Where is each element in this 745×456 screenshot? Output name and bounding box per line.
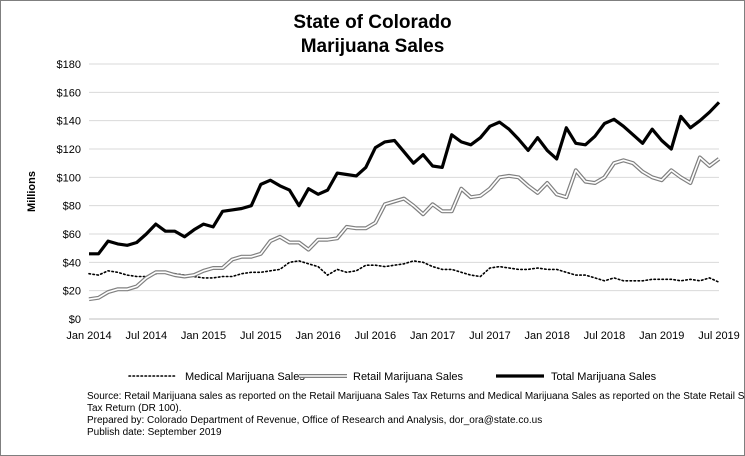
publish-date-note: Publish date: September 2019 bbox=[87, 427, 222, 438]
y-tick-label: $80 bbox=[63, 201, 81, 213]
x-tick-label: Jul 2014 bbox=[125, 330, 167, 342]
retail-sales-line bbox=[88, 155, 721, 302]
total-sales-line bbox=[89, 101, 721, 256]
y-tick-label: $40 bbox=[63, 257, 81, 269]
legend-label-total: Total Marijuana Sales bbox=[551, 371, 657, 383]
x-tick-label: Jan 2019 bbox=[639, 330, 684, 342]
legend-label-retail: Retail Marijuana Sales bbox=[353, 371, 464, 383]
x-tick-label: Jan 2014 bbox=[66, 330, 111, 342]
y-tick-label: $20 bbox=[63, 286, 81, 298]
x-tick-label: Jul 2016 bbox=[355, 330, 397, 342]
x-tick-label: Jan 2016 bbox=[295, 330, 340, 342]
x-tick-label: Jan 2017 bbox=[410, 330, 455, 342]
x-tick-label: Jul 2018 bbox=[584, 330, 626, 342]
y-tick-label: $0 bbox=[69, 314, 81, 326]
chart-subtitle: Marijuana Sales bbox=[300, 36, 445, 57]
x-tick-label: Jul 2019 bbox=[698, 330, 740, 342]
chart-title: State of Colorado bbox=[293, 12, 452, 33]
y-axis-label: Millions bbox=[26, 171, 38, 212]
y-tick-label: $140 bbox=[57, 116, 81, 128]
source-note-line-1: Source: Retail Marijuana sales as report… bbox=[87, 391, 745, 402]
y-tick-label: $120 bbox=[57, 144, 81, 156]
x-tick-label: Jul 2015 bbox=[240, 330, 282, 342]
medical-sales-line bbox=[88, 260, 720, 283]
legend-label-medical: Medical Marijuana Sales bbox=[185, 371, 305, 383]
x-tick-label: Jan 2015 bbox=[181, 330, 226, 342]
y-tick-label: $60 bbox=[63, 229, 81, 241]
y-tick-label: $160 bbox=[57, 87, 81, 99]
prepared-by-note: Prepared by: Colorado Department of Reve… bbox=[87, 415, 543, 426]
retail-sales-line-inner bbox=[88, 156, 720, 300]
x-tick-label: Jul 2017 bbox=[469, 330, 511, 342]
source-note-line-2: Tax Return (DR 100). bbox=[87, 403, 182, 414]
y-tick-label: $180 bbox=[57, 59, 81, 71]
x-tick-label: Jan 2018 bbox=[525, 330, 570, 342]
line-chart: $0 $20 $40 $60 $80 $100 $120 $140 $160 $180 Jan 20… bbox=[26, 59, 740, 383]
y-tick-label: $100 bbox=[57, 172, 81, 184]
